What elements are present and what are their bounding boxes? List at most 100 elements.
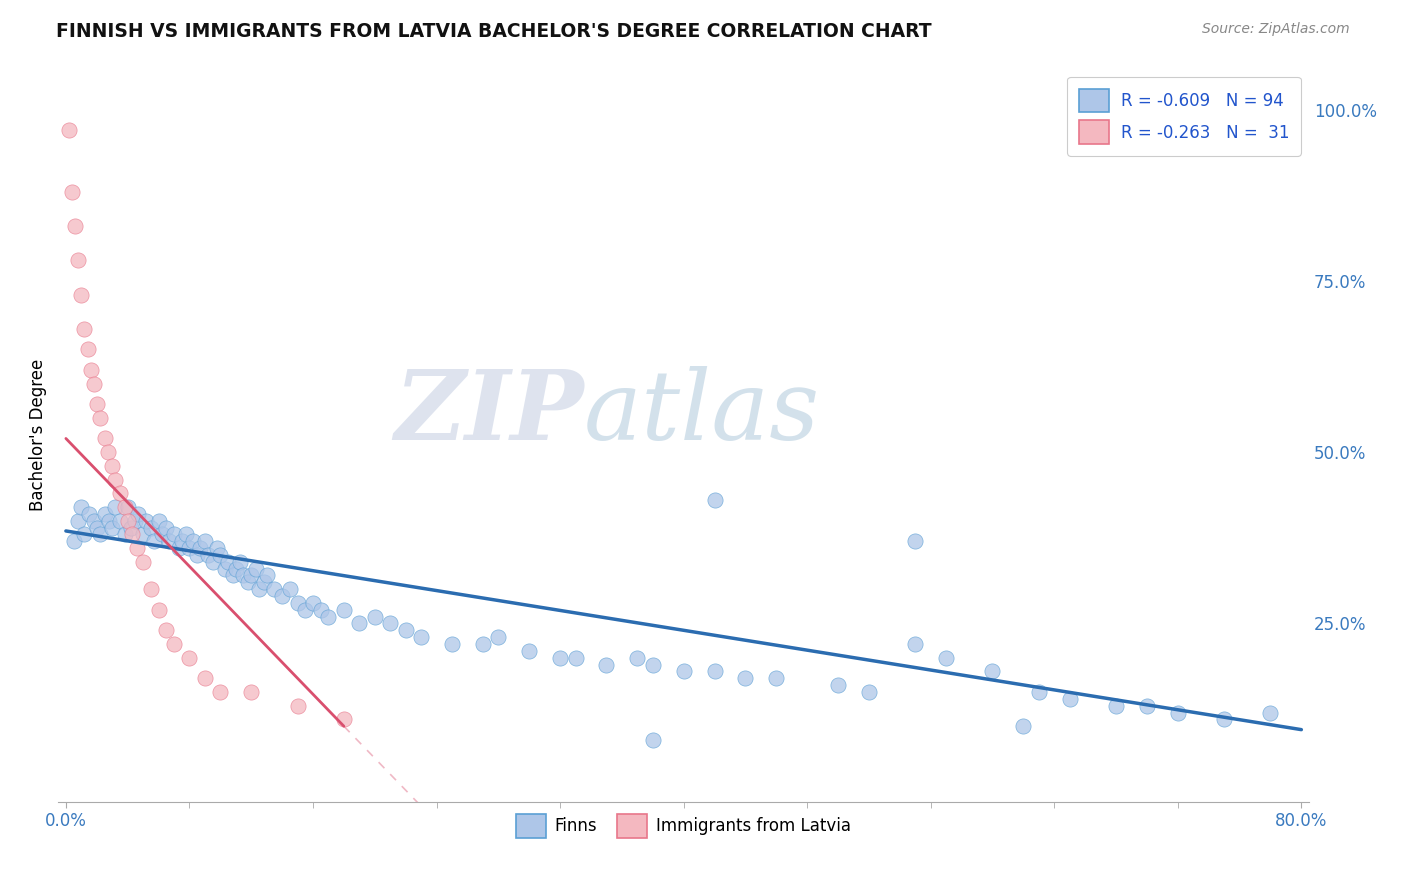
Point xyxy=(63,219,86,233)
Point xyxy=(333,603,356,617)
Point xyxy=(188,541,211,555)
Point xyxy=(132,555,155,569)
Point xyxy=(765,671,787,685)
Point xyxy=(67,253,90,268)
Point xyxy=(186,548,208,562)
Text: atlas: atlas xyxy=(583,366,820,460)
Point xyxy=(471,637,494,651)
Point xyxy=(256,568,278,582)
Point xyxy=(148,514,170,528)
Point xyxy=(70,500,93,514)
Point xyxy=(236,575,259,590)
Point xyxy=(229,555,252,569)
Point xyxy=(395,624,418,638)
Point xyxy=(117,514,139,528)
Point xyxy=(245,561,267,575)
Point xyxy=(904,637,927,651)
Point xyxy=(209,685,232,699)
Point xyxy=(179,541,201,555)
Point xyxy=(98,514,121,528)
Point xyxy=(73,322,96,336)
Point xyxy=(117,500,139,514)
Point xyxy=(86,520,108,534)
Point xyxy=(79,363,101,377)
Point xyxy=(263,582,285,597)
Point xyxy=(309,603,332,617)
Point xyxy=(225,561,247,575)
Point xyxy=(252,575,274,590)
Point xyxy=(271,589,294,603)
Point xyxy=(73,527,96,541)
Point xyxy=(240,568,263,582)
Point xyxy=(101,520,124,534)
Point xyxy=(548,650,571,665)
Point xyxy=(120,520,142,534)
Point xyxy=(135,514,157,528)
Point xyxy=(1136,698,1159,713)
Point xyxy=(1213,712,1236,726)
Point xyxy=(380,616,402,631)
Point xyxy=(641,657,664,672)
Point xyxy=(127,507,149,521)
Point xyxy=(278,582,301,597)
Point xyxy=(125,541,148,555)
Point xyxy=(181,534,204,549)
Point xyxy=(703,665,725,679)
Point xyxy=(142,534,165,549)
Point xyxy=(626,650,648,665)
Point xyxy=(294,603,316,617)
Point xyxy=(101,458,124,473)
Point xyxy=(155,624,177,638)
Point xyxy=(194,671,217,685)
Point xyxy=(981,665,1004,679)
Point xyxy=(1260,706,1282,720)
Point xyxy=(1167,706,1189,720)
Point xyxy=(486,630,509,644)
Point xyxy=(302,596,325,610)
Point xyxy=(517,644,540,658)
Point xyxy=(240,685,263,699)
Point xyxy=(163,527,186,541)
Point xyxy=(333,712,356,726)
Point xyxy=(176,527,198,541)
Point xyxy=(70,287,93,301)
Point xyxy=(104,500,127,514)
Point xyxy=(89,527,111,541)
Point xyxy=(132,527,155,541)
Point xyxy=(194,534,217,549)
Point xyxy=(197,548,219,562)
Point xyxy=(108,514,131,528)
Point xyxy=(318,609,340,624)
Point xyxy=(62,534,84,549)
Point xyxy=(67,514,90,528)
Point xyxy=(89,411,111,425)
Text: ZIP: ZIP xyxy=(394,366,583,460)
Point xyxy=(97,445,120,459)
Point xyxy=(155,520,177,534)
Point xyxy=(114,527,136,541)
Point xyxy=(287,596,309,610)
Point xyxy=(827,678,849,692)
Point xyxy=(77,507,100,521)
Y-axis label: Bachelor's Degree: Bachelor's Degree xyxy=(30,359,46,511)
Point xyxy=(564,650,586,665)
Point xyxy=(148,603,170,617)
Point xyxy=(214,561,236,575)
Point xyxy=(209,548,232,562)
Point xyxy=(858,685,880,699)
Point xyxy=(121,527,143,541)
Point xyxy=(139,582,162,597)
Point xyxy=(349,616,371,631)
Point xyxy=(221,568,243,582)
Point xyxy=(114,500,136,514)
Point xyxy=(163,637,186,651)
Point xyxy=(364,609,387,624)
Point xyxy=(83,514,105,528)
Text: Source: ZipAtlas.com: Source: ZipAtlas.com xyxy=(1202,22,1350,37)
Point xyxy=(76,343,98,357)
Point xyxy=(935,650,957,665)
Point xyxy=(124,514,146,528)
Point xyxy=(207,541,229,555)
Point xyxy=(232,568,254,582)
Point xyxy=(150,527,173,541)
